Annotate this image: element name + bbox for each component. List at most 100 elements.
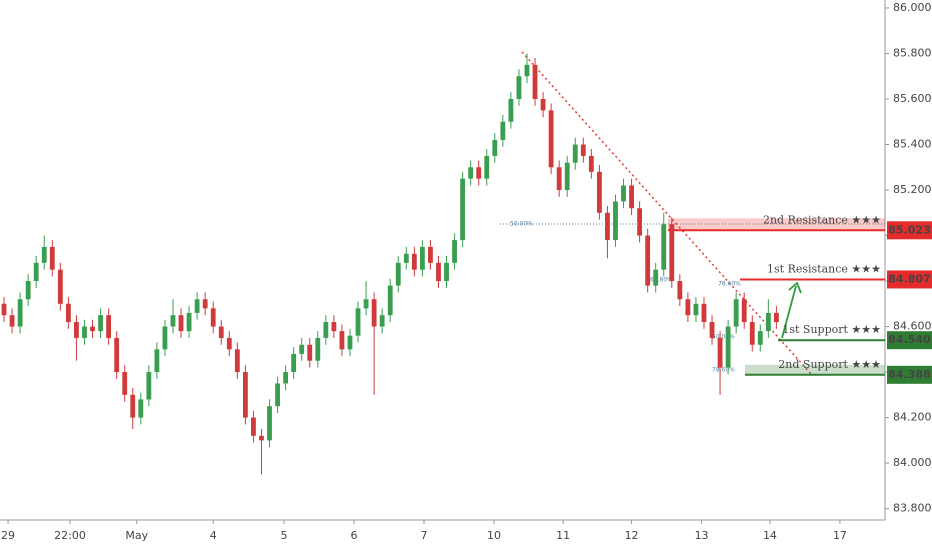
candle-body bbox=[226, 337, 232, 350]
candle-body bbox=[74, 322, 79, 338]
x-tick-label: 6 bbox=[351, 529, 358, 542]
candle-body bbox=[251, 417, 256, 436]
candle-body bbox=[363, 299, 369, 309]
candle-body bbox=[629, 185, 634, 209]
candle-body bbox=[395, 262, 401, 286]
candle-body bbox=[122, 372, 128, 395]
x-tick-label: May bbox=[125, 529, 148, 542]
candle-body bbox=[516, 76, 522, 99]
candle-body bbox=[17, 299, 23, 327]
price-tag-label: 84.807 bbox=[888, 272, 930, 285]
candle-body bbox=[621, 185, 626, 202]
price-tag bbox=[887, 221, 932, 240]
candle-body bbox=[259, 435, 264, 441]
trend-line bbox=[521, 51, 813, 376]
price-tag bbox=[887, 270, 932, 289]
candle-body bbox=[500, 121, 506, 140]
arrow-head bbox=[788, 281, 802, 294]
x-tick-label: 14 bbox=[763, 529, 777, 542]
level-name: 1st Resistance ★★★ bbox=[767, 262, 881, 275]
x-tick-label: 29 bbox=[1, 529, 15, 542]
candle-body bbox=[9, 315, 15, 327]
candle-body bbox=[162, 326, 168, 350]
y-tick-label: 85.400 bbox=[893, 138, 932, 151]
level-zone bbox=[668, 218, 885, 231]
candle-body bbox=[355, 308, 361, 336]
candle-body bbox=[41, 246, 47, 263]
candle-body bbox=[613, 201, 618, 241]
x-tick-label: 5 bbox=[281, 529, 288, 542]
candle-body bbox=[25, 281, 31, 300]
candle-body bbox=[741, 299, 747, 323]
candle-body bbox=[717, 337, 723, 368]
candle-body bbox=[210, 308, 216, 327]
arrow bbox=[781, 285, 797, 339]
candle-body bbox=[476, 167, 482, 179]
level-zone bbox=[745, 364, 885, 375]
fib-label: 78.60% bbox=[718, 281, 741, 288]
fib-label: 78.60% bbox=[712, 367, 735, 374]
candle-body bbox=[347, 335, 353, 350]
x-tick-label: 12 bbox=[625, 529, 639, 542]
price-tag-label: 84.388 bbox=[888, 368, 930, 381]
candle-body bbox=[242, 372, 248, 418]
candle-body bbox=[315, 337, 321, 361]
candle-body bbox=[572, 144, 578, 163]
price-tag bbox=[887, 365, 932, 384]
candle-body bbox=[428, 246, 433, 263]
level-name: 2nd Support ★★★ bbox=[778, 358, 881, 371]
x-tick-label: 13 bbox=[695, 529, 709, 542]
candle-body bbox=[484, 155, 490, 179]
candle-body bbox=[291, 353, 297, 373]
y-tick-label: 83.800 bbox=[893, 502, 932, 515]
candle-body bbox=[444, 262, 449, 282]
fib-label: 61.80% bbox=[650, 277, 673, 284]
x-tick-label: 22:00 bbox=[54, 529, 86, 542]
candle-body bbox=[339, 331, 345, 350]
candle-body bbox=[749, 322, 755, 345]
candle-body bbox=[218, 326, 224, 338]
candle-body bbox=[178, 315, 184, 332]
candle-body bbox=[146, 372, 152, 400]
level-name: 1st Support ★★★ bbox=[782, 323, 881, 336]
candle-body bbox=[138, 399, 144, 418]
candle-body bbox=[323, 322, 329, 338]
candle-body bbox=[419, 246, 425, 270]
candle-body bbox=[283, 372, 289, 384]
candle-body bbox=[773, 312, 779, 323]
candle-body bbox=[765, 312, 771, 332]
candle-body bbox=[693, 303, 699, 316]
candle-body bbox=[540, 98, 546, 111]
x-tick-label: 11 bbox=[556, 529, 570, 542]
y-tick-label: 84.000 bbox=[893, 456, 932, 469]
candle-body bbox=[275, 383, 280, 407]
candle-body bbox=[1, 303, 7, 316]
candle-body bbox=[596, 171, 602, 213]
candle-body bbox=[194, 299, 200, 313]
x-tick-label: 10 bbox=[487, 529, 501, 542]
candle-body bbox=[371, 299, 377, 327]
candle-body bbox=[65, 303, 71, 323]
candle-body bbox=[588, 155, 594, 172]
price-tag bbox=[887, 331, 932, 350]
candle-body bbox=[307, 344, 313, 361]
fib-label: 50.00% bbox=[712, 334, 735, 341]
x-tick-label: 4 bbox=[210, 529, 217, 542]
candle-body bbox=[701, 303, 707, 323]
candle-body bbox=[637, 208, 643, 236]
candle-body bbox=[709, 322, 715, 338]
candle-body bbox=[532, 64, 538, 99]
candle-body bbox=[757, 331, 763, 345]
candle-body bbox=[605, 212, 610, 241]
candle-body bbox=[436, 262, 441, 282]
candle-body bbox=[556, 167, 562, 191]
candle-body bbox=[733, 299, 739, 327]
candle-body bbox=[106, 315, 112, 338]
candle-body bbox=[460, 178, 466, 241]
candle-body bbox=[234, 349, 240, 373]
candle-body bbox=[267, 406, 272, 441]
candle-body bbox=[299, 344, 305, 354]
candle-body bbox=[90, 326, 95, 332]
candle-body bbox=[661, 224, 667, 270]
candle-body bbox=[154, 349, 160, 373]
